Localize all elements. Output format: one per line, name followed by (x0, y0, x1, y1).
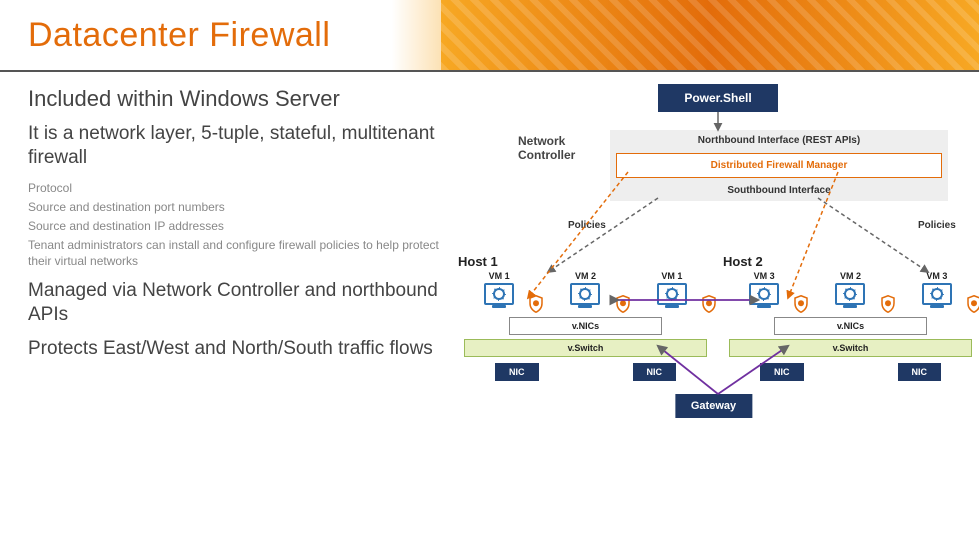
nc-label: Network Controller (518, 134, 598, 163)
shield-icon (966, 295, 979, 313)
main-area: Included within Windows Server It is a n… (0, 72, 979, 546)
gear-icon (931, 288, 943, 300)
host-title: Host 2 (723, 254, 978, 269)
host-2: Host 2 VM 3 VM 2 VM 3 v.NICs v.Switch NI… (723, 254, 978, 381)
bullet-list: Protocol Source and destination port num… (28, 180, 448, 270)
included-heading: Included within Windows Server (28, 86, 448, 112)
gear-icon (844, 288, 856, 300)
hosts-row: Host 1 VM 1 VM 2 VM 1 v.NICs v.Switch NI… (458, 254, 978, 381)
bullet-item: Source and destination port numbers (28, 199, 448, 215)
vnics-bar: v.NICs (774, 317, 927, 335)
page-title: Datacenter Firewall (28, 16, 330, 55)
vm: VM 1 (631, 271, 713, 305)
dfm-box: Distributed Firewall Manager (616, 153, 942, 178)
protects-heading: Protects East/West and North/South traff… (28, 337, 448, 361)
monitor-icon (835, 283, 865, 305)
monitor-icon (484, 283, 514, 305)
description: It is a network layer, 5-tuple, stateful… (28, 122, 448, 170)
shield-icon (880, 295, 896, 313)
gear-icon (666, 288, 678, 300)
powershell-box: Power.Shell (658, 84, 778, 112)
host-title: Host 1 (458, 254, 713, 269)
diagram-area: Power.Shell Network Controller Northboun… (458, 86, 969, 546)
nic-box: NIC (760, 363, 804, 381)
nc-stack: Northbound Interface (REST APIs) Distrib… (610, 130, 948, 201)
policies-label-right: Policies (918, 220, 956, 231)
host-1: Host 1 VM 1 VM 2 VM 1 v.NICs v.Switch NI… (458, 254, 713, 381)
nic-box: NIC (633, 363, 677, 381)
nic-row: NIC NIC (458, 363, 713, 381)
gear-icon (758, 288, 770, 300)
northbound-row: Northbound Interface (REST APIs) (610, 130, 948, 151)
gear-icon (579, 288, 591, 300)
title-banner: Datacenter Firewall (0, 0, 979, 72)
southbound-row: Southbound Interface (610, 180, 948, 201)
bullet-item: Tenant administrators can install and co… (28, 237, 448, 269)
monitor-icon (570, 283, 600, 305)
gateway-box: Gateway (675, 394, 752, 418)
vm: VM 1 (458, 271, 540, 305)
vm-row: VM 1 VM 2 VM 1 (458, 271, 713, 305)
shield-icon (528, 295, 544, 313)
managed-heading: Managed via Network Controller and north… (28, 279, 448, 327)
policies-label-left: Policies (568, 220, 606, 231)
monitor-icon (657, 283, 687, 305)
shield-icon (701, 295, 717, 313)
vnics-bar: v.NICs (509, 317, 662, 335)
nic-row: NIC NIC (723, 363, 978, 381)
nic-box: NIC (898, 363, 942, 381)
vm: VM 2 (544, 271, 626, 305)
bullet-item: Protocol (28, 180, 448, 196)
vm-row: VM 3 VM 2 VM 3 (723, 271, 978, 305)
network-controller-area: Network Controller Northbound Interface … (518, 130, 958, 201)
vswitch-bar: v.Switch (464, 339, 706, 357)
monitor-icon (749, 283, 779, 305)
shield-icon (615, 295, 631, 313)
vm: VM 3 (896, 271, 978, 305)
nic-box: NIC (495, 363, 539, 381)
shield-icon (793, 295, 809, 313)
bullet-item: Source and destination IP addresses (28, 218, 448, 234)
vm: VM 3 (723, 271, 805, 305)
gear-icon (493, 288, 505, 300)
monitor-icon (922, 283, 952, 305)
vm: VM 2 (809, 271, 891, 305)
left-column: Included within Windows Server It is a n… (28, 86, 448, 546)
vswitch-bar: v.Switch (729, 339, 971, 357)
